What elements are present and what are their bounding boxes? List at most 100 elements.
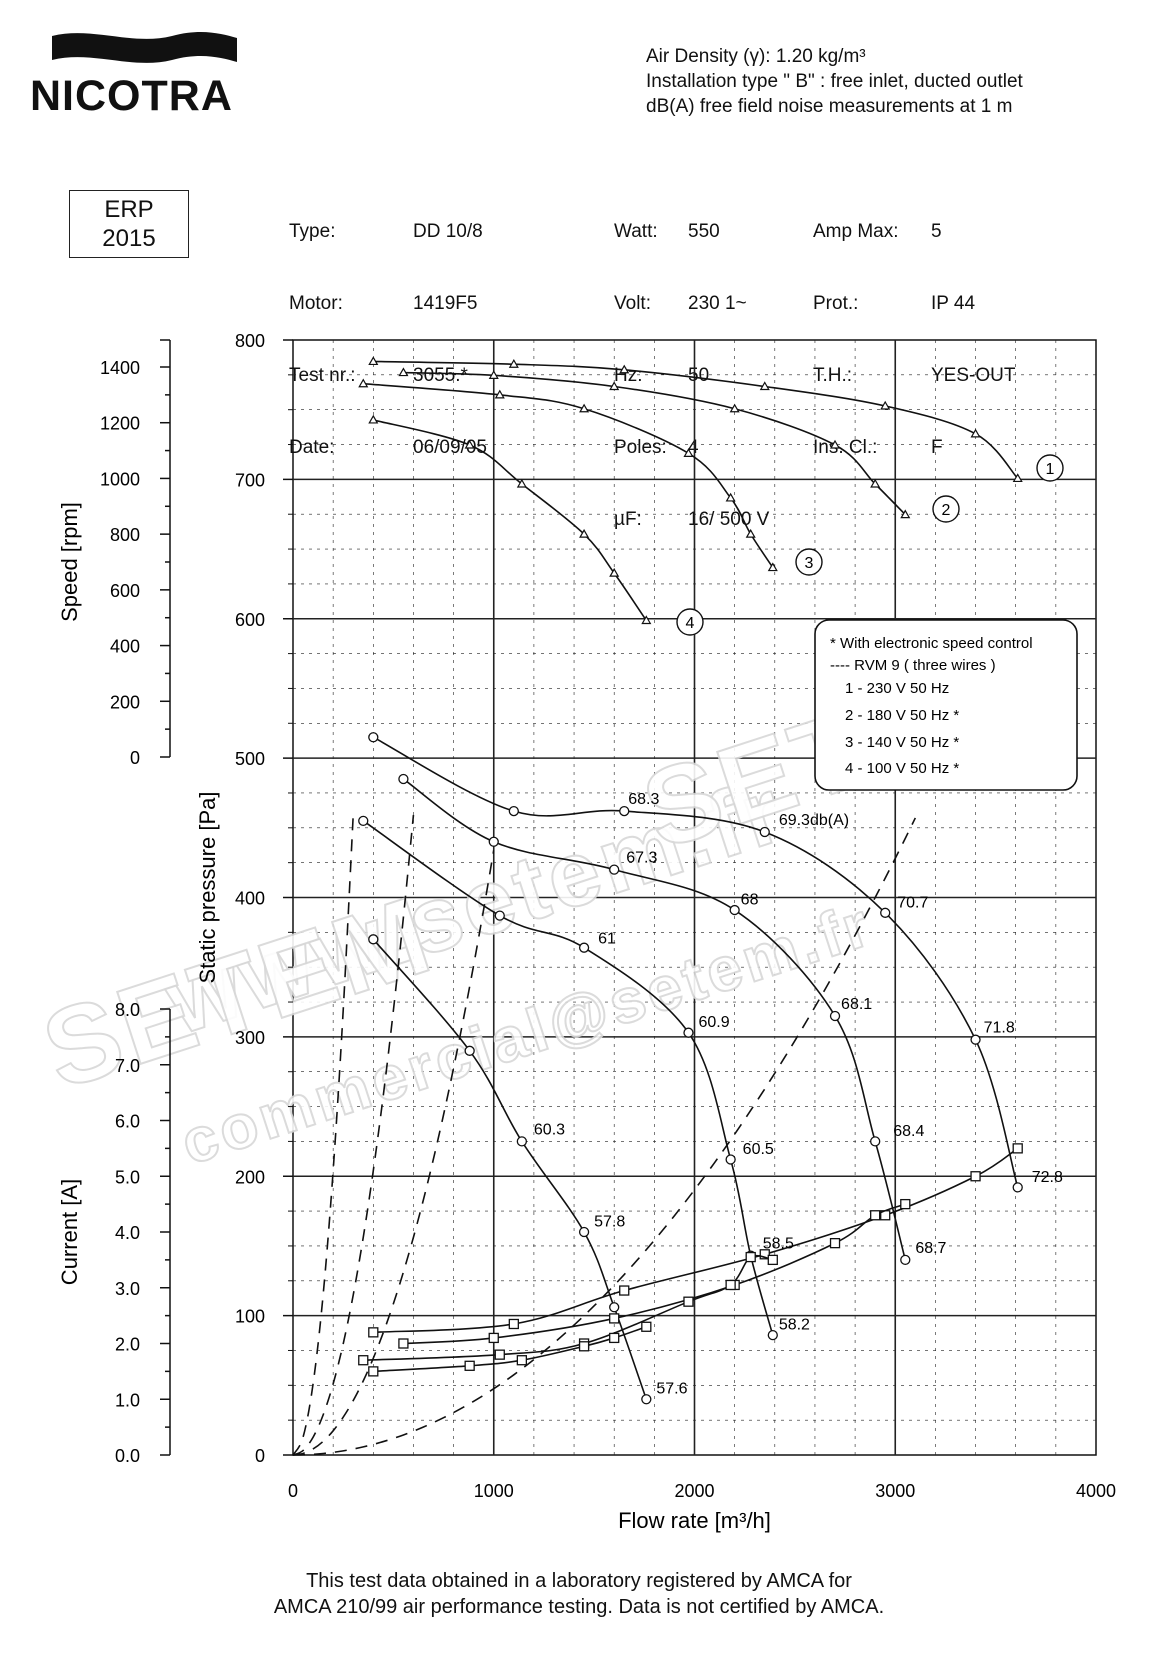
footer-line-2: AMCA 210/99 air performance testing. Dat… xyxy=(273,1596,885,1618)
speed-point xyxy=(759,381,770,391)
spec-hz-value: 50 xyxy=(688,365,710,386)
flow-tick-label: 3000 xyxy=(875,1481,915,1501)
spec-motor-value: 1419F5 xyxy=(413,293,478,314)
speed-point xyxy=(579,403,590,413)
system-curves-layer xyxy=(292,814,917,1456)
speed-point xyxy=(725,492,736,502)
pressure-tick-label: 300 xyxy=(235,1028,265,1048)
spec-ampmax-key: Amp Max: xyxy=(813,221,899,242)
spec-volt-value: 230 1~ xyxy=(688,293,747,314)
current-axis-label: Current [A] xyxy=(57,1179,82,1285)
current-curve-2 xyxy=(403,1203,906,1345)
pressure-point xyxy=(516,1136,528,1147)
current-point xyxy=(745,1251,756,1263)
speed-point xyxy=(767,562,778,572)
speed-curve-3 xyxy=(363,382,774,569)
spec-date-key: Date: xyxy=(289,437,335,458)
speed-point xyxy=(494,389,505,399)
spec-col3-keys: Amp Max: Prot.: T.H.: Ins. Cl.: xyxy=(813,172,899,484)
legend-line: * With electronic speed control xyxy=(830,635,1033,652)
current-point xyxy=(508,1318,519,1330)
nicotra-logo: NICOTRA xyxy=(30,30,240,120)
pressure-point xyxy=(464,1045,475,1056)
current-point xyxy=(488,1332,499,1344)
current-point xyxy=(494,1349,505,1360)
flow-axis-label: Flow rate [m³/h] xyxy=(618,1508,771,1533)
pressure-tick-label: 500 xyxy=(235,749,265,769)
pressure-point xyxy=(1012,1182,1023,1193)
curve-number-circle xyxy=(676,608,704,636)
current-point xyxy=(609,1332,620,1344)
curve-number-label: 1 xyxy=(1046,461,1055,478)
speed-point xyxy=(358,378,369,388)
spec-poles-value: 4 xyxy=(688,437,699,458)
pressure-point xyxy=(368,934,379,945)
current-tick-label: 7.0 xyxy=(115,1056,140,1076)
spec-poles-key: Poles: xyxy=(614,437,667,458)
pressure-point xyxy=(683,1027,694,1038)
current-point xyxy=(725,1279,736,1291)
current-tick-label: 4.0 xyxy=(115,1223,140,1243)
speed-point xyxy=(1012,473,1023,483)
pressure-tick-label: 700 xyxy=(235,470,265,490)
current-point xyxy=(619,1285,630,1296)
current-curve-3 xyxy=(363,1254,773,1362)
speed-tick-label: 800 xyxy=(110,525,140,545)
pressure-point xyxy=(508,805,519,817)
speed-tick-label: 400 xyxy=(110,637,140,657)
speed-point xyxy=(870,478,881,488)
speed-point xyxy=(368,414,379,424)
spec-col1-values: DD 10/8 1419F5 3055.* 06/09/05 xyxy=(413,172,487,484)
current-point xyxy=(609,1313,620,1324)
speed-point xyxy=(829,439,841,449)
pressure-tick-label: 200 xyxy=(235,1167,265,1187)
speed-curve-1 xyxy=(373,360,1019,479)
spec-prot-key: Prot.: xyxy=(813,293,859,314)
current-tick-label: 1.0 xyxy=(115,1390,140,1410)
speed-point xyxy=(368,356,379,366)
db-label: 69.3db(A) xyxy=(779,812,849,829)
pressure-point xyxy=(725,1154,736,1165)
speed-point xyxy=(745,528,756,538)
speed-point xyxy=(641,615,652,625)
current-point xyxy=(970,1171,981,1182)
speed-point xyxy=(488,370,499,379)
current-point xyxy=(398,1338,409,1349)
current-curve-4 xyxy=(373,1326,647,1373)
speed-tick-label: 0 xyxy=(130,748,140,768)
pressure-point xyxy=(641,1394,652,1405)
current-tick-label: 6.0 xyxy=(115,1112,140,1132)
spec-type-key: Type: xyxy=(289,221,336,242)
curve-number-label: 3 xyxy=(805,555,814,572)
legend-line: 1 - 230 V 50 Hz xyxy=(845,680,949,697)
pressure-point xyxy=(609,864,620,875)
pressure-point xyxy=(578,1226,590,1238)
pressure-tick-label: 800 xyxy=(235,331,265,351)
speed-point xyxy=(464,439,475,449)
db-label: 58.5 xyxy=(763,1236,794,1253)
db-label: 68.4 xyxy=(893,1123,924,1140)
curve-number-label: 2 xyxy=(942,502,951,519)
db-label: 70.7 xyxy=(897,894,928,911)
speed-tick-label: 1400 xyxy=(100,358,140,378)
pressure-point xyxy=(880,907,891,918)
speed-point xyxy=(508,359,519,368)
speed-tick-label: 600 xyxy=(110,581,140,601)
pressure-tick-label: 100 xyxy=(235,1307,265,1327)
pressure-point xyxy=(767,1329,778,1341)
spec-test-value: 3055.* xyxy=(413,365,468,386)
speed-point xyxy=(516,478,527,488)
pressure-point xyxy=(870,1136,881,1147)
pressure-point xyxy=(578,942,590,953)
speed-point xyxy=(880,400,891,410)
pressure-point xyxy=(759,826,770,838)
db-label: 71.8 xyxy=(984,1020,1015,1037)
pressure-point xyxy=(368,732,379,743)
db-label: 61 xyxy=(598,930,616,947)
current-point xyxy=(759,1249,770,1260)
spec-inscl-value: F xyxy=(931,437,943,458)
db-label: 68.7 xyxy=(915,1240,946,1257)
db-label: 67.3 xyxy=(626,850,657,867)
pressure-point xyxy=(488,836,499,847)
